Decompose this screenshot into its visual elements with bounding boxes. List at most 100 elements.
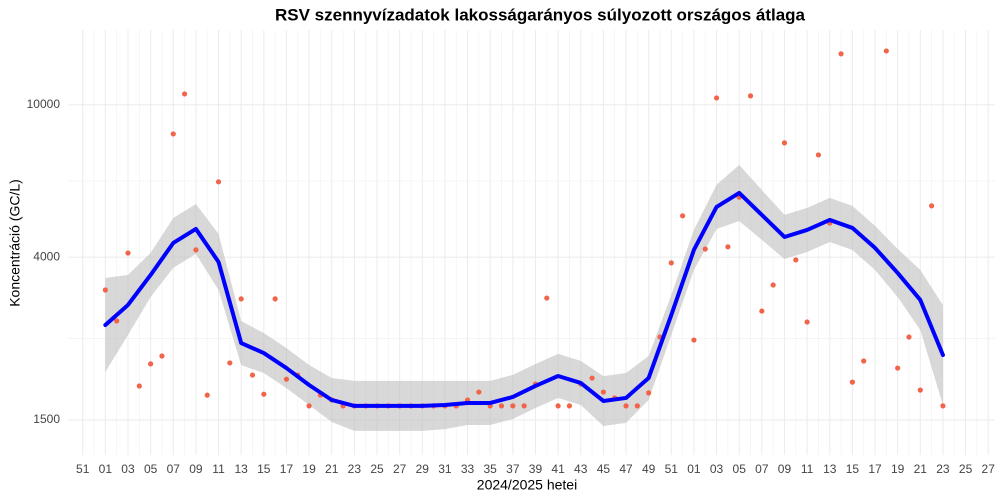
x-tick-label: 19 bbox=[891, 462, 905, 476]
x-tick-label: 45 bbox=[597, 462, 611, 476]
y-tick-label: 10000 bbox=[27, 97, 61, 111]
data-point bbox=[861, 358, 867, 364]
x-tick-label: 21 bbox=[325, 462, 339, 476]
x-axis-title: 2024/2025 hetei bbox=[477, 477, 577, 493]
x-tick-label: 49 bbox=[642, 462, 656, 476]
data-point bbox=[521, 403, 527, 409]
x-tick-label: 07 bbox=[755, 462, 769, 476]
data-point bbox=[306, 403, 312, 409]
x-tick-label: 11 bbox=[212, 462, 225, 476]
data-point bbox=[283, 376, 290, 382]
data-point bbox=[555, 403, 561, 409]
x-tick-label: 31 bbox=[438, 462, 452, 476]
x-tick-label: 37 bbox=[506, 462, 520, 476]
data-point bbox=[261, 391, 267, 397]
data-point bbox=[691, 337, 697, 343]
data-point bbox=[680, 213, 686, 219]
x-tick-label: 13 bbox=[234, 462, 248, 476]
x-tick-label: 03 bbox=[710, 462, 724, 476]
data-point bbox=[102, 287, 108, 293]
x-tick-label: 39 bbox=[529, 462, 543, 476]
data-point bbox=[940, 403, 946, 409]
x-tick-label: 23 bbox=[348, 462, 362, 476]
x-tick-label: 13 bbox=[823, 462, 837, 476]
data-point bbox=[747, 93, 754, 99]
x-tick-label: 19 bbox=[302, 462, 316, 476]
x-tick-label: 47 bbox=[619, 462, 633, 476]
data-point bbox=[725, 244, 731, 250]
x-tick-label: 05 bbox=[733, 462, 747, 476]
data-point bbox=[646, 390, 652, 396]
data-point bbox=[566, 403, 573, 409]
data-point bbox=[227, 360, 233, 366]
x-tick-label: 23 bbox=[936, 462, 950, 476]
data-point bbox=[589, 375, 595, 381]
data-point bbox=[238, 296, 244, 302]
x-tick-label: 11 bbox=[801, 462, 814, 476]
data-point bbox=[159, 353, 165, 359]
data-point bbox=[759, 308, 765, 314]
x-tick-label: 09 bbox=[778, 462, 792, 476]
data-point bbox=[713, 95, 720, 101]
x-tick-label: 41 bbox=[551, 462, 565, 476]
data-point bbox=[136, 383, 142, 389]
data-point bbox=[906, 334, 912, 340]
data-point bbox=[883, 48, 889, 54]
data-point bbox=[272, 296, 278, 302]
x-tick-label: 35 bbox=[484, 462, 498, 476]
data-point bbox=[170, 131, 176, 137]
trend-line bbox=[103, 190, 945, 408]
chart-title: RSV szennyvízadatok lakosságarányos súly… bbox=[275, 5, 806, 24]
data-point bbox=[510, 403, 516, 409]
x-tick-label: 17 bbox=[280, 462, 294, 476]
x-tick-label: 01 bbox=[99, 462, 113, 476]
x-tick-label: 25 bbox=[959, 462, 973, 476]
data-point bbox=[148, 361, 154, 367]
data-point bbox=[193, 247, 199, 253]
x-tick-label: 07 bbox=[167, 462, 181, 476]
x-tick-label: 51 bbox=[665, 462, 679, 476]
x-tick-label: 05 bbox=[144, 462, 158, 476]
x-tick-label: 09 bbox=[189, 462, 203, 476]
x-tick-label: 33 bbox=[461, 462, 475, 476]
data-point bbox=[895, 365, 901, 371]
data-point bbox=[600, 389, 606, 395]
x-tick-label: 43 bbox=[574, 462, 588, 476]
data-point bbox=[838, 51, 844, 57]
x-tick-label: 03 bbox=[121, 462, 135, 476]
data-point bbox=[815, 152, 822, 158]
data-point bbox=[204, 392, 210, 398]
data-point bbox=[181, 91, 188, 97]
data-point bbox=[215, 179, 222, 185]
data-point bbox=[917, 387, 923, 393]
data-point bbox=[114, 318, 120, 324]
x-tick-label: 15 bbox=[257, 462, 271, 476]
x-tick-label: 01 bbox=[687, 462, 701, 476]
data-point bbox=[793, 257, 799, 263]
y-tick-label: 1500 bbox=[33, 412, 60, 426]
data-point bbox=[623, 403, 629, 409]
x-tick-label: 25 bbox=[370, 462, 384, 476]
data-point bbox=[544, 295, 550, 301]
data-point bbox=[125, 250, 131, 256]
data-point bbox=[849, 379, 855, 385]
data-point bbox=[702, 246, 708, 252]
data-point bbox=[804, 319, 810, 325]
data-point bbox=[781, 140, 788, 146]
data-point bbox=[929, 203, 935, 209]
confidence-band bbox=[105, 164, 943, 431]
y-tick-label: 4000 bbox=[33, 249, 60, 263]
data-point bbox=[498, 403, 505, 409]
data-point bbox=[249, 372, 256, 378]
x-tick-label: 51 bbox=[76, 462, 90, 476]
data-point bbox=[476, 389, 482, 395]
x-tick-label: 15 bbox=[846, 462, 860, 476]
data-point bbox=[770, 282, 776, 288]
x-tick-label: 27 bbox=[393, 462, 407, 476]
x-tick-label: 17 bbox=[868, 462, 882, 476]
data-point bbox=[634, 403, 640, 409]
x-tick-label: 21 bbox=[914, 462, 928, 476]
x-tick-label: 27 bbox=[982, 462, 996, 476]
y-axis-title: Koncentráció (GC/L) bbox=[7, 179, 23, 307]
